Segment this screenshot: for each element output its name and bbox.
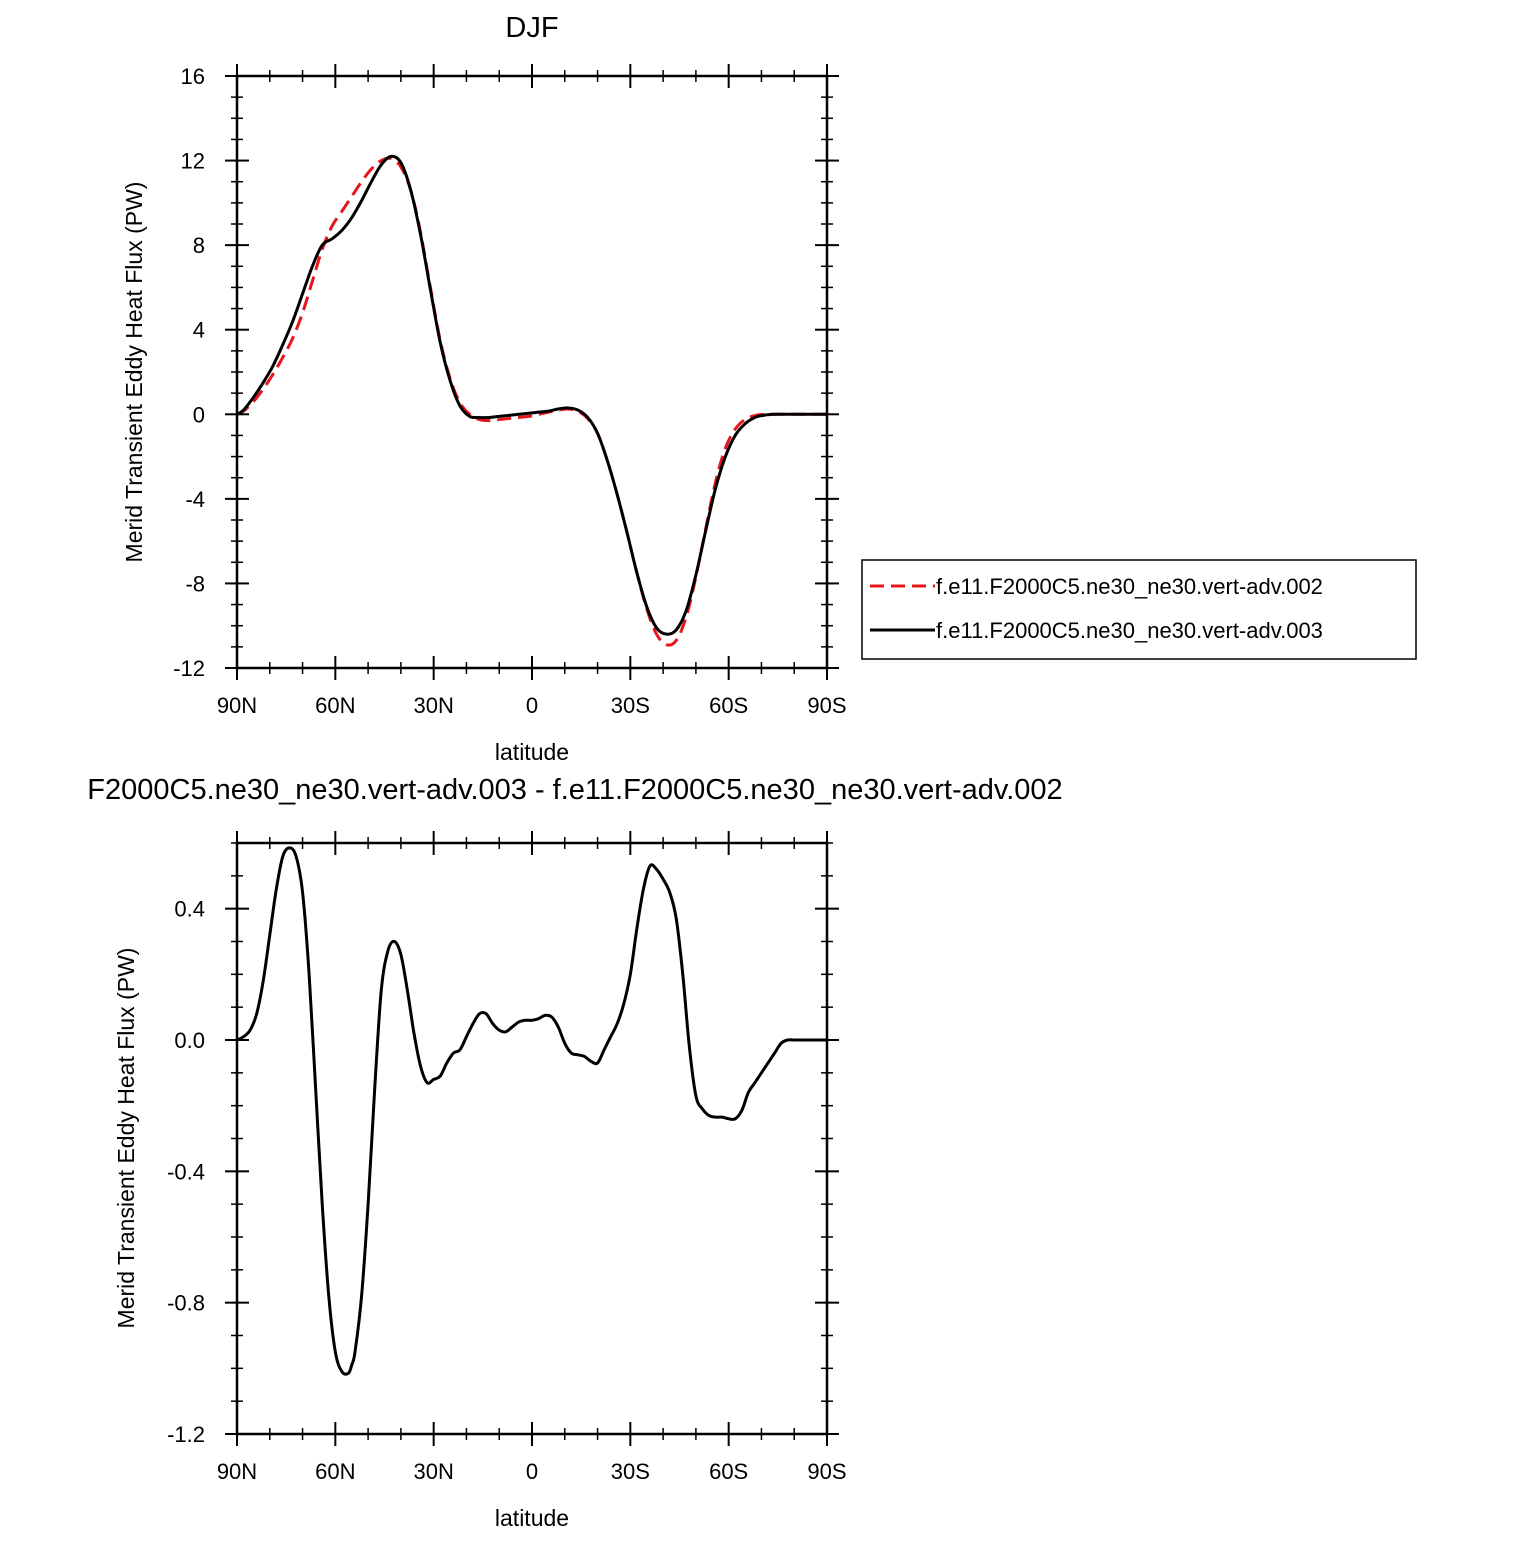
x-tick-label: 60N [315,693,355,718]
x-tick-label: 60S [709,1459,748,1484]
bottom-y-ticks: 0.4 0.0 -0.4 -0.8 -1.2 [167,842,839,1447]
top-chart-title: DJF [505,12,558,44]
y-tick-label: -1.2 [167,1422,205,1447]
bottom-x-ticks: 90N 60N 30N 0 30S 60S 90S [217,831,847,1484]
x-tick-label: 90N [217,693,257,718]
x-tick-label: 90N [217,1459,257,1484]
y-tick-label: 8 [193,233,205,258]
y-tick-label: 0 [193,402,205,427]
bottom-chart-title: F2000C5.ne30_ne30.vert-adv.003 - f.e11.F… [87,774,1062,806]
x-tick-label: 30N [413,1459,453,1484]
x-tick-label: 30S [611,1459,650,1484]
y-tick-label: 16 [181,64,205,89]
top-curves [235,154,829,647]
top-x-axis-label: latitude [495,739,569,765]
top-panel: DJF 90N 60N 30N 0 30S 60S 90S 16 12 8 4 0 -4 -8 -12 l… [121,12,1417,765]
bottom-x-axis-label: latitude [495,1505,569,1531]
x-tick-label: 0 [526,1459,538,1484]
y-tick-label: -0.4 [167,1159,205,1184]
y-tick-label: 4 [193,318,205,343]
legend-label-series-1: f.e11.F2000C5.ne30_ne30.vert-adv.003 [936,618,1323,643]
x-tick-label: 30N [413,693,453,718]
top-x-ticks: 90N 60N 30N 0 30S 60S 90S [217,64,847,718]
x-tick-label: 0 [526,693,538,718]
y-tick-label: -8 [185,571,205,596]
bot-series-line-0 [235,846,829,1376]
bottom-curves [235,846,829,1376]
x-tick-label: 30S [611,693,650,718]
x-tick-label: 60S [709,693,748,718]
x-tick-label: 90S [807,1459,846,1484]
bottom-panel: F2000C5.ne30_ne30.vert-adv.003 - f.e11.F… [87,774,1062,1531]
top-y-ticks: 16 12 8 4 0 -4 -8 -12 [173,64,839,681]
legend: f.e11.F2000C5.ne30_ne30.vert-adv.002 f.e… [861,559,1417,660]
y-tick-label: 0.4 [174,897,205,922]
y-tick-label: -4 [185,487,205,512]
y-tick-label: -0.8 [167,1291,205,1316]
x-tick-label: 60N [315,1459,355,1484]
top-series-line-1 [235,154,829,636]
legend-box [861,559,1417,660]
x-tick-label: 90S [807,693,846,718]
legend-label-series-0: f.e11.F2000C5.ne30_ne30.vert-adv.002 [936,574,1323,599]
y-tick-label: -12 [173,656,205,681]
top-y-axis-label: Merid Transient Eddy Heat Flux (PW) [121,182,147,563]
y-tick-label: 0.0 [174,1028,205,1053]
bottom-plot-frame [235,841,829,1436]
bottom-y-axis-label: Merid Transient Eddy Heat Flux (PW) [113,948,139,1329]
top-plot-frame [235,74,829,670]
y-tick-label: 12 [181,149,205,174]
top-series-line-0 [236,156,827,647]
